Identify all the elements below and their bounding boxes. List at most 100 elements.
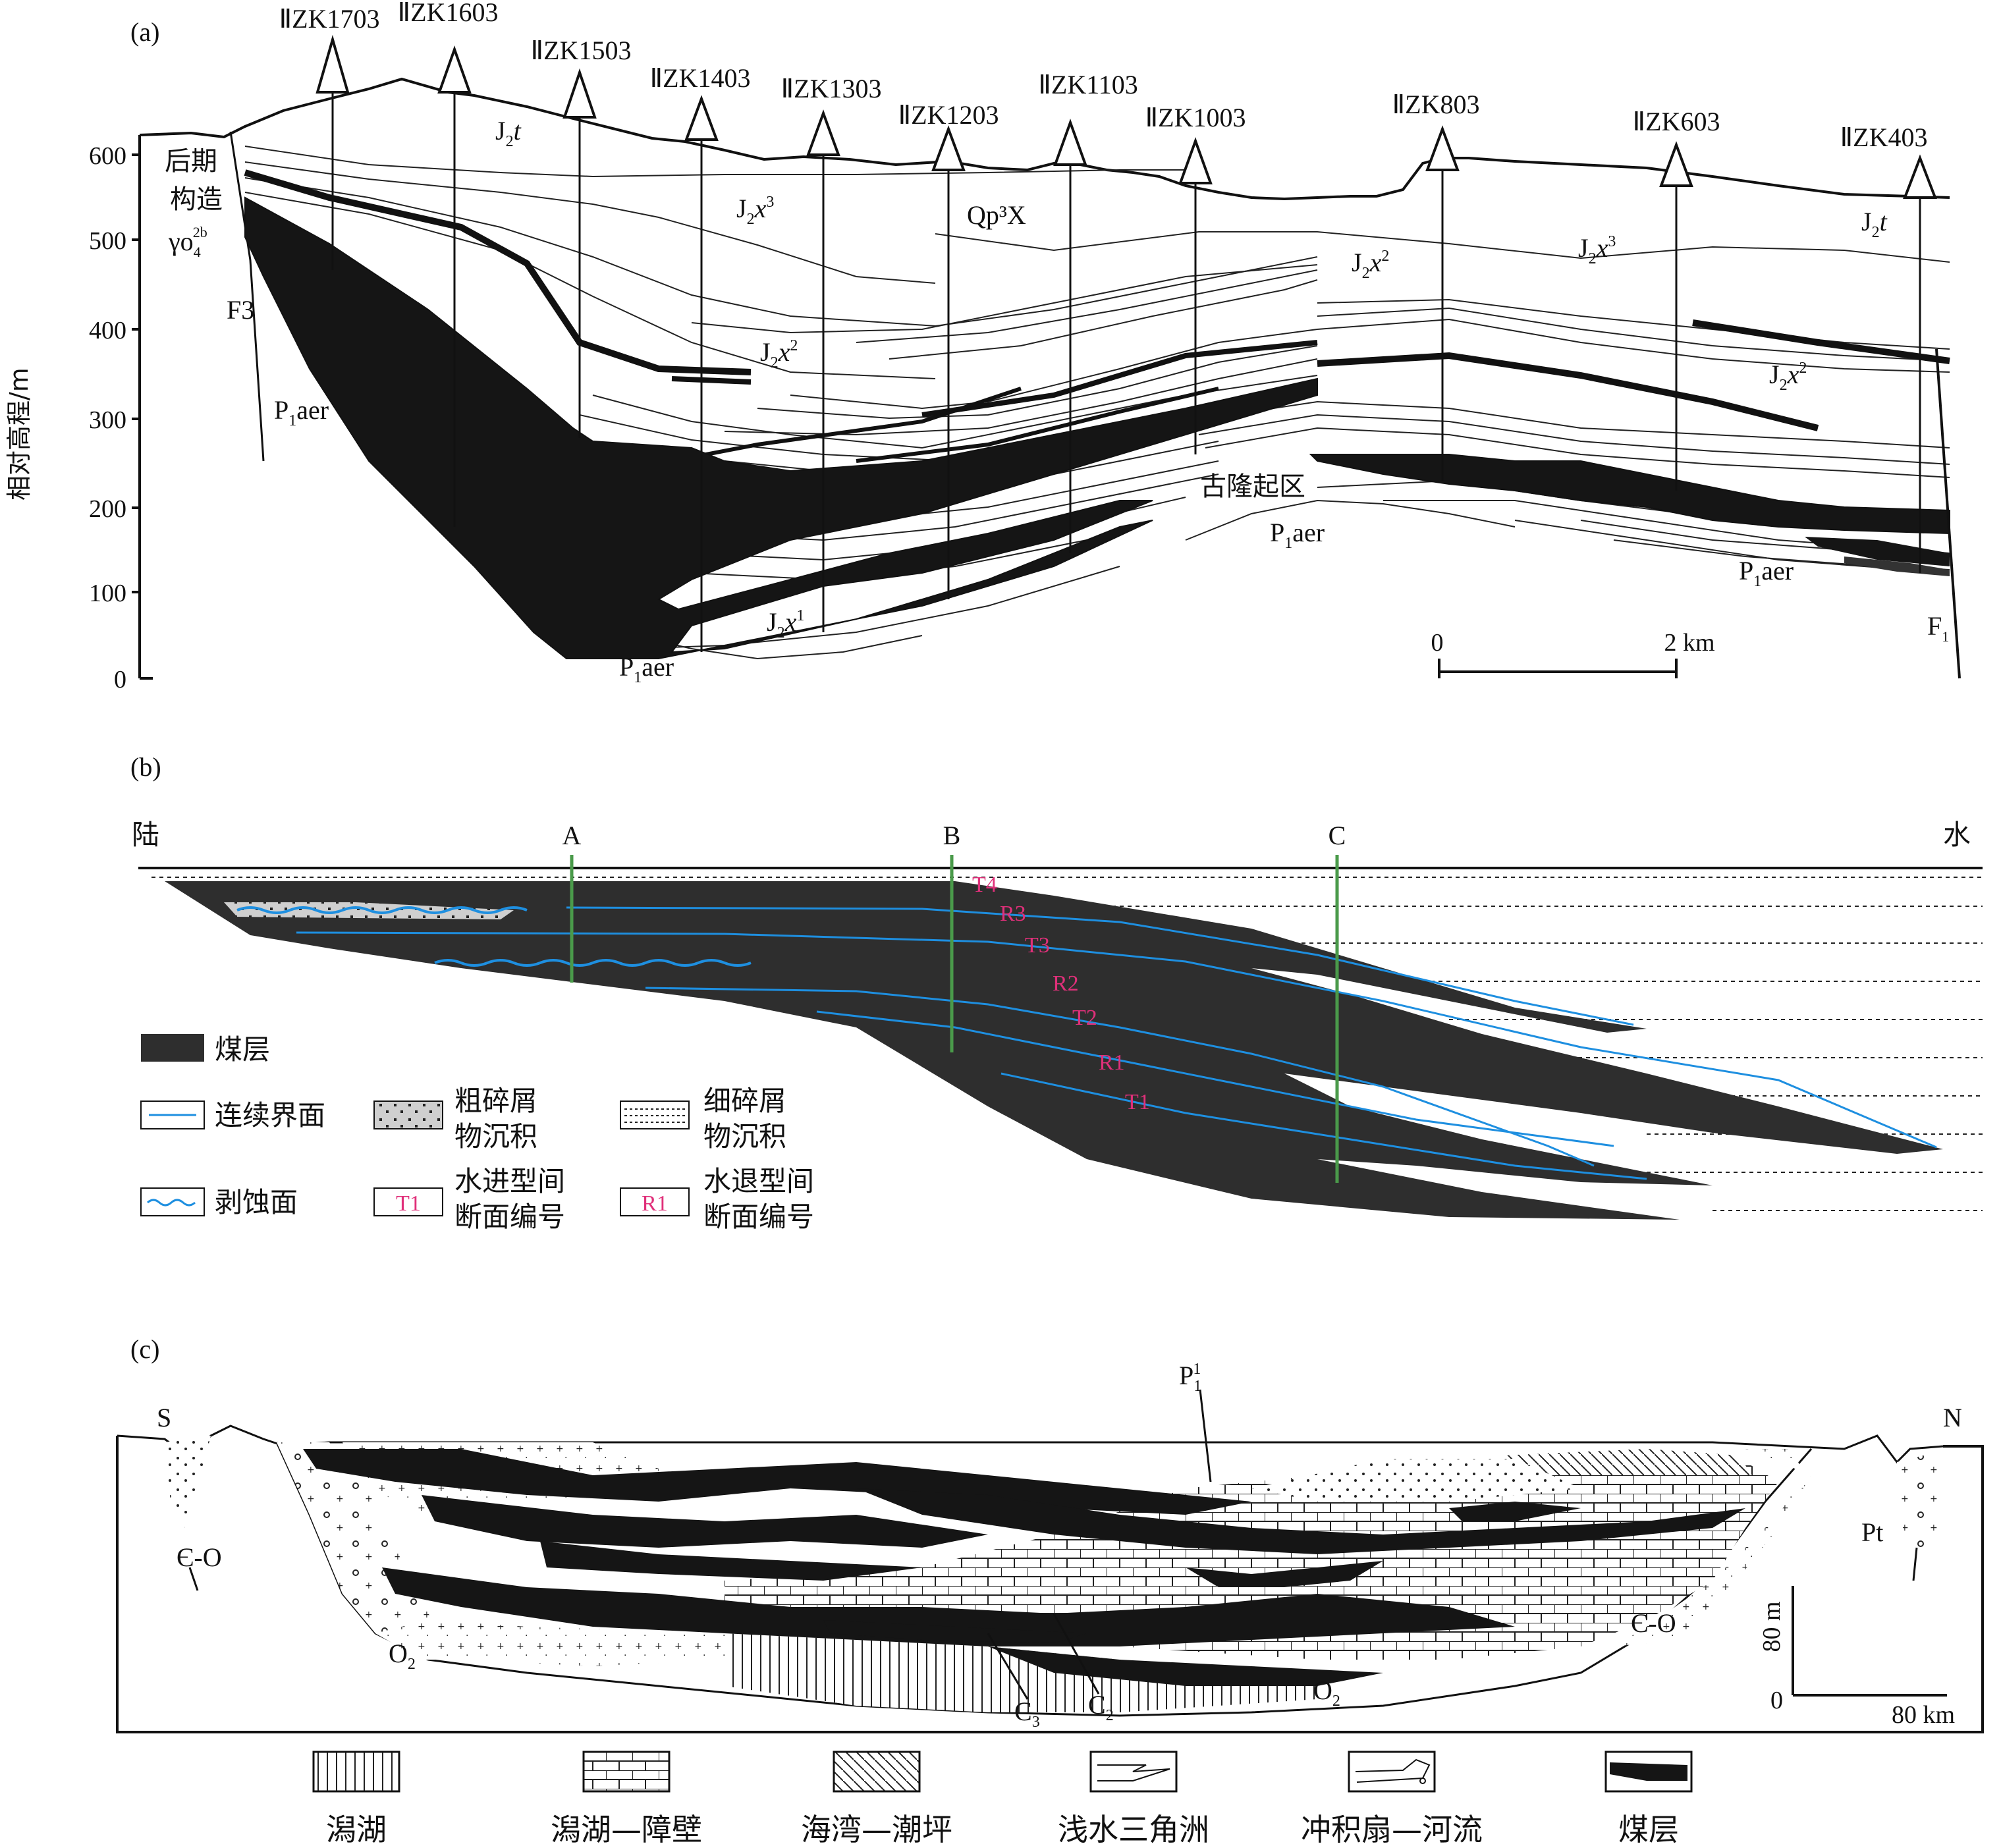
borehole-label-zk1503: ⅡZK1503 bbox=[530, 36, 631, 65]
formation-j2x2-east: J2x2 bbox=[1769, 360, 1807, 394]
borehole-labels: ⅡZK1703 ⅡZK1603 ⅡZK1503 ⅡZK1403 ⅡZK1303 … bbox=[279, 0, 1927, 152]
section-label-b: B bbox=[943, 821, 961, 850]
label-leaders bbox=[188, 1389, 1918, 1700]
y-tick-500: 500 bbox=[89, 227, 126, 255]
label-qp3x: Qp³X bbox=[967, 200, 1026, 230]
borehole-label-zk1003: ⅡZK1003 bbox=[1145, 103, 1246, 132]
alluvial-fan-left bbox=[277, 1442, 461, 1660]
label-south: S bbox=[157, 1403, 171, 1432]
borehole-label-zk1703: ⅡZK1703 bbox=[279, 4, 379, 34]
surface-code-t2: T2 bbox=[1072, 1006, 1097, 1030]
formation-j2x3-east: J2x3 bbox=[1578, 233, 1616, 267]
borehole-label-zk1403: ⅡZK1403 bbox=[649, 63, 750, 93]
label-o2-right: O2 bbox=[1313, 1675, 1340, 1710]
label-pt: Pt bbox=[1861, 1517, 1883, 1547]
surface-codes: T4 R3 T3 R2 T2 R1 T1 bbox=[972, 873, 1150, 1114]
coal-wedge bbox=[165, 881, 1943, 1220]
legend-coarse-swatch bbox=[373, 1101, 443, 1129]
borehole-label-zk403: ⅡZK403 bbox=[1840, 122, 1927, 152]
formation-j2t-west: J2t bbox=[495, 116, 522, 150]
label-c2: C2 bbox=[1088, 1690, 1114, 1724]
lagoon-fill bbox=[725, 1633, 1317, 1712]
legend-r-swatch bbox=[620, 1187, 690, 1216]
label-p1: P11 bbox=[1179, 1361, 1201, 1395]
continuous-surfaces bbox=[296, 906, 1937, 1180]
legend-r-code: R1 bbox=[642, 1191, 668, 1216]
legend-continuous-label: 连续界面 bbox=[215, 1099, 325, 1131]
surface-code-r3: R3 bbox=[1000, 902, 1026, 926]
legend-c: 潟湖 潟湖—障壁 海湾—潮坪 浅水三角洲 冲积扇—河流 煤层 bbox=[312, 1751, 1693, 1847]
panel-c-tag: (c) bbox=[130, 1334, 159, 1364]
section-label-a: A bbox=[562, 821, 582, 850]
legend-bay-tidal-swatch bbox=[833, 1751, 921, 1793]
y-tick-0: 0 bbox=[114, 666, 126, 693]
panel-a-y-axis: 600 500 400 300 200 100 0 相对高程/m bbox=[5, 135, 153, 693]
coal-trace-lines bbox=[244, 169, 1950, 463]
formation-p1aer-west: P1aer bbox=[274, 395, 329, 429]
borehole-label-zk603: ⅡZK603 bbox=[1632, 107, 1720, 136]
section-label-c: C bbox=[1329, 821, 1346, 850]
y-axis-label: 相对高程/m bbox=[5, 367, 34, 501]
borehole-label-zk1303: ⅡZK1303 bbox=[781, 74, 881, 103]
legend-erosion-swatch bbox=[147, 1199, 196, 1207]
label-cam-o-left: Є-O bbox=[177, 1542, 222, 1572]
formation-p1aer-east: P1aer bbox=[1739, 556, 1794, 590]
legend-erosion-label: 剥蚀面 bbox=[215, 1186, 298, 1218]
label-c3: C3 bbox=[1014, 1697, 1040, 1731]
formation-j2x2-west: J2x2 bbox=[760, 337, 798, 371]
legend-lagoon-barrier-swatch bbox=[582, 1751, 671, 1793]
legend-coarse-label-1: 粗碎屑 bbox=[454, 1085, 537, 1117]
legend-t-swatch bbox=[373, 1187, 443, 1216]
label-land: 陆 bbox=[132, 819, 159, 851]
legend-t-desc-1: 水进型间 bbox=[454, 1165, 565, 1197]
formation-p1aer-south: P1aer bbox=[619, 652, 674, 686]
legend-fine-label-1: 细碎屑 bbox=[703, 1085, 786, 1117]
legend-t-desc-2: 断面编号 bbox=[454, 1201, 565, 1233]
legend-coal-label: 煤层 bbox=[215, 1033, 270, 1066]
panel-c: (c) bbox=[116, 1334, 1984, 1847]
label-ancient-uplift: 古隆起区 bbox=[1200, 472, 1305, 502]
surface-code-r1: R1 bbox=[1099, 1050, 1125, 1075]
borehole-label-zk1203: ⅡZK1203 bbox=[898, 100, 999, 130]
y-tick-200: 200 bbox=[89, 495, 126, 523]
scale-origin-label: 0 bbox=[1770, 1687, 1783, 1714]
coal-body-main bbox=[244, 196, 1318, 659]
label-o2-left: O2 bbox=[389, 1639, 416, 1673]
label-late-structure-1: 后期 bbox=[165, 146, 217, 177]
scale-bar-start: 0 bbox=[1431, 629, 1444, 657]
coal-lens bbox=[1844, 557, 1950, 576]
formation-labels: J2t J2t J2x3 J2x3 J2x2 J2x2 J2x2 J2x1 P1… bbox=[274, 116, 1888, 686]
legend-r-desc-1: 水退型间 bbox=[703, 1165, 814, 1197]
y-tick-400: 400 bbox=[89, 317, 126, 344]
legend-delta-label: 浅水三角洲 bbox=[1058, 1812, 1209, 1847]
scale-vertical-label: 80 m bbox=[1758, 1601, 1786, 1652]
label-fault-f3: F3 bbox=[227, 295, 254, 325]
circles-right-flank bbox=[1897, 1452, 1943, 1567]
borehole-label-zk1603: ⅡZK1603 bbox=[397, 0, 498, 27]
legend-lagoon-swatch bbox=[312, 1751, 400, 1793]
legend-coarse-label-2: 物沉积 bbox=[454, 1120, 537, 1153]
section-lines bbox=[570, 855, 1339, 1183]
scale-bar-end: 2 km bbox=[1664, 629, 1714, 657]
label-fault-f1: F1 bbox=[1927, 611, 1949, 645]
surface-code-r2: R2 bbox=[1053, 971, 1079, 996]
bay-tidal-flat-fill bbox=[1502, 1449, 1752, 1475]
panel-a: (a) 600 500 400 300 200 100 0 相对高程/m bbox=[5, 0, 1961, 693]
surface-code-t3: T3 bbox=[1025, 933, 1050, 958]
panel-c-frame bbox=[116, 1436, 1984, 1733]
cross-fill-lower bbox=[375, 1620, 725, 1666]
legend-fan-river-label: 冲积扇—河流 bbox=[1301, 1812, 1483, 1847]
panel-b: (b) 陆 水 bbox=[130, 752, 1983, 1233]
borehole-label-zk803: ⅡZK803 bbox=[1392, 90, 1479, 119]
legend-lagoon-label: 潟湖 bbox=[326, 1812, 387, 1847]
panel-a-tag: (a) bbox=[130, 17, 159, 47]
coal-body-east bbox=[1309, 454, 1950, 535]
panel-b-tag: (b) bbox=[130, 752, 161, 782]
formation-p1aer-mid: P1aer bbox=[1270, 518, 1325, 552]
formation-j2x2-mid: J2x2 bbox=[1352, 248, 1389, 282]
formation-j2x3-west: J2x3 bbox=[736, 194, 774, 228]
formation-j2x1: J2x1 bbox=[767, 607, 804, 641]
scale-bar-a: 0 2 km bbox=[1431, 629, 1715, 678]
scale-bar-c: 80 m 80 km 0 bbox=[1758, 1586, 1955, 1729]
